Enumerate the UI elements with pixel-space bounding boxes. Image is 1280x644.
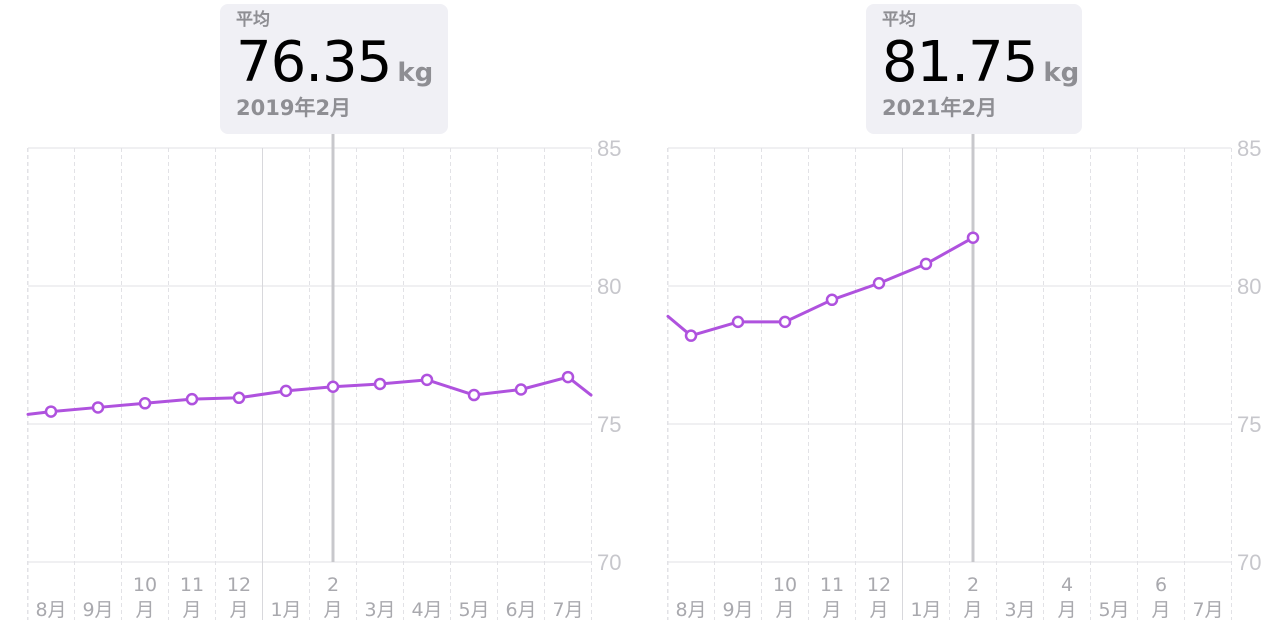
x-tick-label: 11 <box>180 574 204 596</box>
chart-panel-left: 85 80 75 70 8月 9月 10 月 11 月 12 月 1月 2 月 3月 4月 5月 6月 7月 平均 7… <box>0 0 640 644</box>
x-tick-label: 月 <box>822 599 841 621</box>
y-tick-label: 80 <box>1237 274 1261 299</box>
data-point <box>91 401 105 414</box>
x-tick-label: 10 <box>773 574 797 596</box>
x-tick-label: 月 <box>775 599 794 621</box>
x-tick-label: 10 <box>133 574 157 596</box>
x-tick-label: 8月 <box>35 599 66 621</box>
data-point <box>373 377 387 391</box>
x-tick-label: 2 <box>327 574 339 596</box>
data-point <box>185 392 199 406</box>
average-tooltip: 平均 81.75 kg 2021年2月 <box>866 4 1082 134</box>
tooltip-value-row: 76.35 kg <box>236 30 434 95</box>
x-tick-label: 月 <box>182 599 201 621</box>
x-tick-label: 月 <box>869 599 888 621</box>
chart-panel-right: 85 80 75 70 8月 9月 10 月 11 月 12 月 1月 2 月 3月 4 月 5月 6 月 7月 平均 8… <box>640 0 1280 644</box>
data-point <box>561 370 575 384</box>
x-tick-label: 9月 <box>722 599 753 621</box>
x-tick-label: 7月 <box>552 599 583 621</box>
tooltip-value: 81.75 <box>882 30 1038 95</box>
y-tick-label: 70 <box>597 550 621 575</box>
y-tick-label: 85 <box>597 136 621 161</box>
data-point <box>872 276 886 290</box>
x-tick-label: 6 <box>1155 574 1167 596</box>
x-tick-label: 5月 <box>1098 599 1129 621</box>
x-tick-label: 月 <box>229 599 248 621</box>
x-tick-label: 6月 <box>505 599 536 621</box>
data-point <box>919 257 933 271</box>
tooltip-value-row: 81.75 kg <box>882 30 1079 95</box>
x-tick-label: 1月 <box>910 599 941 621</box>
data-point <box>138 397 152 410</box>
weight-chart-right[interactable]: 85 80 75 70 8月 9月 10 月 11 月 12 月 1月 2 月 3月 4 月 5月 6 月 7月 <box>640 0 1280 644</box>
x-tick-label: 7月 <box>1192 599 1223 621</box>
x-tick-label: 月 <box>1151 599 1170 621</box>
y-tick-label: 85 <box>1237 136 1261 161</box>
series-line <box>26 375 593 416</box>
x-tick-label: 2 <box>967 574 979 596</box>
data-point <box>514 383 528 396</box>
series-line <box>666 236 975 338</box>
tooltip-date: 2021年2月 <box>882 96 998 120</box>
y-tick-label: 80 <box>597 274 621 299</box>
data-point <box>467 388 481 402</box>
data-point <box>326 380 340 393</box>
x-tick-label: 3月 <box>1004 599 1035 621</box>
tooltip-label: 平均 <box>236 10 270 30</box>
x-tick-label: 12 <box>227 574 251 596</box>
tooltip-unit: kg <box>1043 58 1080 88</box>
y-tick-label: 70 <box>1237 550 1261 575</box>
x-tick-label: 月 <box>323 599 342 621</box>
x-tick-label: 1月 <box>270 599 301 621</box>
x-tick-label: 月 <box>963 599 982 621</box>
data-point <box>825 293 839 307</box>
data-point <box>420 373 434 387</box>
x-tick-label: 月 <box>1057 599 1076 621</box>
tooltip-unit: kg <box>397 58 434 88</box>
data-point <box>684 329 698 342</box>
x-tick-label: 5月 <box>458 599 489 621</box>
data-point <box>44 405 58 418</box>
data-point <box>731 315 745 329</box>
y-tick-label: 75 <box>597 412 621 437</box>
x-tick-label: 月 <box>135 599 154 621</box>
tooltip-date: 2019年2月 <box>236 96 352 120</box>
data-point <box>778 315 792 329</box>
x-tick-label: 4 <box>1061 574 1073 596</box>
data-point <box>966 231 980 244</box>
x-tick-label: 12 <box>867 574 891 596</box>
tooltip-label: 平均 <box>882 10 916 30</box>
data-point <box>279 384 293 398</box>
average-tooltip: 平均 76.35 kg 2019年2月 <box>220 4 448 134</box>
x-tick-label: 8月 <box>675 599 706 621</box>
y-tick-label: 75 <box>1237 412 1261 437</box>
x-tick-label: 9月 <box>82 599 113 621</box>
data-point <box>232 391 246 405</box>
x-tick-label: 3月 <box>364 599 395 621</box>
weight-chart-left[interactable]: 85 80 75 70 8月 9月 10 月 11 月 12 月 1月 2 月 3月 4月 5月 6月 7月 <box>0 0 640 644</box>
x-tick-label: 11 <box>820 574 844 596</box>
x-tick-label: 4月 <box>411 599 442 621</box>
tooltip-value: 76.35 <box>236 30 392 95</box>
